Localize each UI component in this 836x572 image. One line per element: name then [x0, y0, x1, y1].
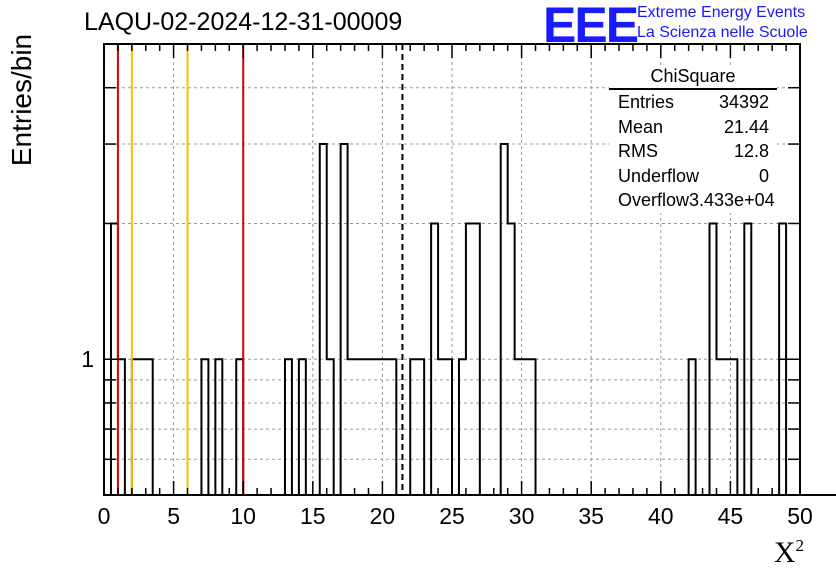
y-tick-label: 1	[81, 346, 94, 372]
stats-row-underflow: Underflow 0	[609, 164, 777, 189]
stats-title: ChiSquare	[609, 66, 777, 90]
x-tick-label: 20	[370, 503, 396, 529]
stats-entries-value: 34392	[718, 92, 769, 112]
x-axis-label-superscript: 2	[795, 536, 805, 555]
x-tick-label: 45	[718, 503, 744, 529]
stats-row-entries: Entries 34392	[609, 90, 777, 115]
threshold-lines	[116, 44, 404, 495]
logo-tagline-2: La Scienza nelle Scuole	[637, 24, 808, 41]
stats-box: ChiSquare Entries 34392 Mean 21.44 RMS 1…	[609, 66, 777, 213]
x-tick-label: 35	[578, 503, 604, 529]
stats-underflow-label: Underflow	[618, 165, 700, 186]
plot-title: LAQU-02-2024-12-31-00009	[84, 8, 403, 36]
x-axis-label-base: X	[773, 536, 796, 569]
stats-underflow-value: 0	[758, 165, 769, 186]
stats-overflow-value: 3.433e+04	[689, 190, 775, 210]
x-tick-label: 30	[509, 503, 535, 529]
x-tick-label: 15	[300, 503, 326, 529]
eee-logo: EEE	[543, 0, 639, 53]
stats-overflow-label: Overflow	[618, 190, 690, 210]
stats-rms-label: RMS	[618, 141, 658, 161]
stats-mean-value: 21.44	[723, 116, 769, 137]
x-tick-label: 50	[787, 503, 813, 529]
stats-mean-label: Mean	[618, 116, 664, 137]
x-tick-label: 25	[439, 503, 465, 529]
stats-row-overflow: Overflow 3.433e+04	[609, 188, 777, 213]
x-tick-label: 40	[648, 503, 674, 529]
logo-tagline-1: Extreme Energy Events	[637, 4, 806, 21]
stats-rms-value: 12.8	[733, 141, 769, 161]
tick-labels: 0 5 10 15 20 25 30 35 40 45 50 1	[81, 346, 813, 529]
axis-ticks	[103, 43, 801, 495]
stats-row-mean: Mean 21.44	[609, 115, 777, 140]
y-axis-label: Entries/bin	[6, 33, 37, 167]
x-tick-label: 0	[98, 503, 111, 529]
x-tick-label: 10	[230, 503, 256, 529]
x-tick-label: 5	[167, 503, 180, 529]
stats-row-rms: RMS 12.8	[609, 139, 777, 164]
stats-entries-label: Entries	[618, 92, 675, 112]
x-axis-label: X2	[774, 536, 804, 570]
